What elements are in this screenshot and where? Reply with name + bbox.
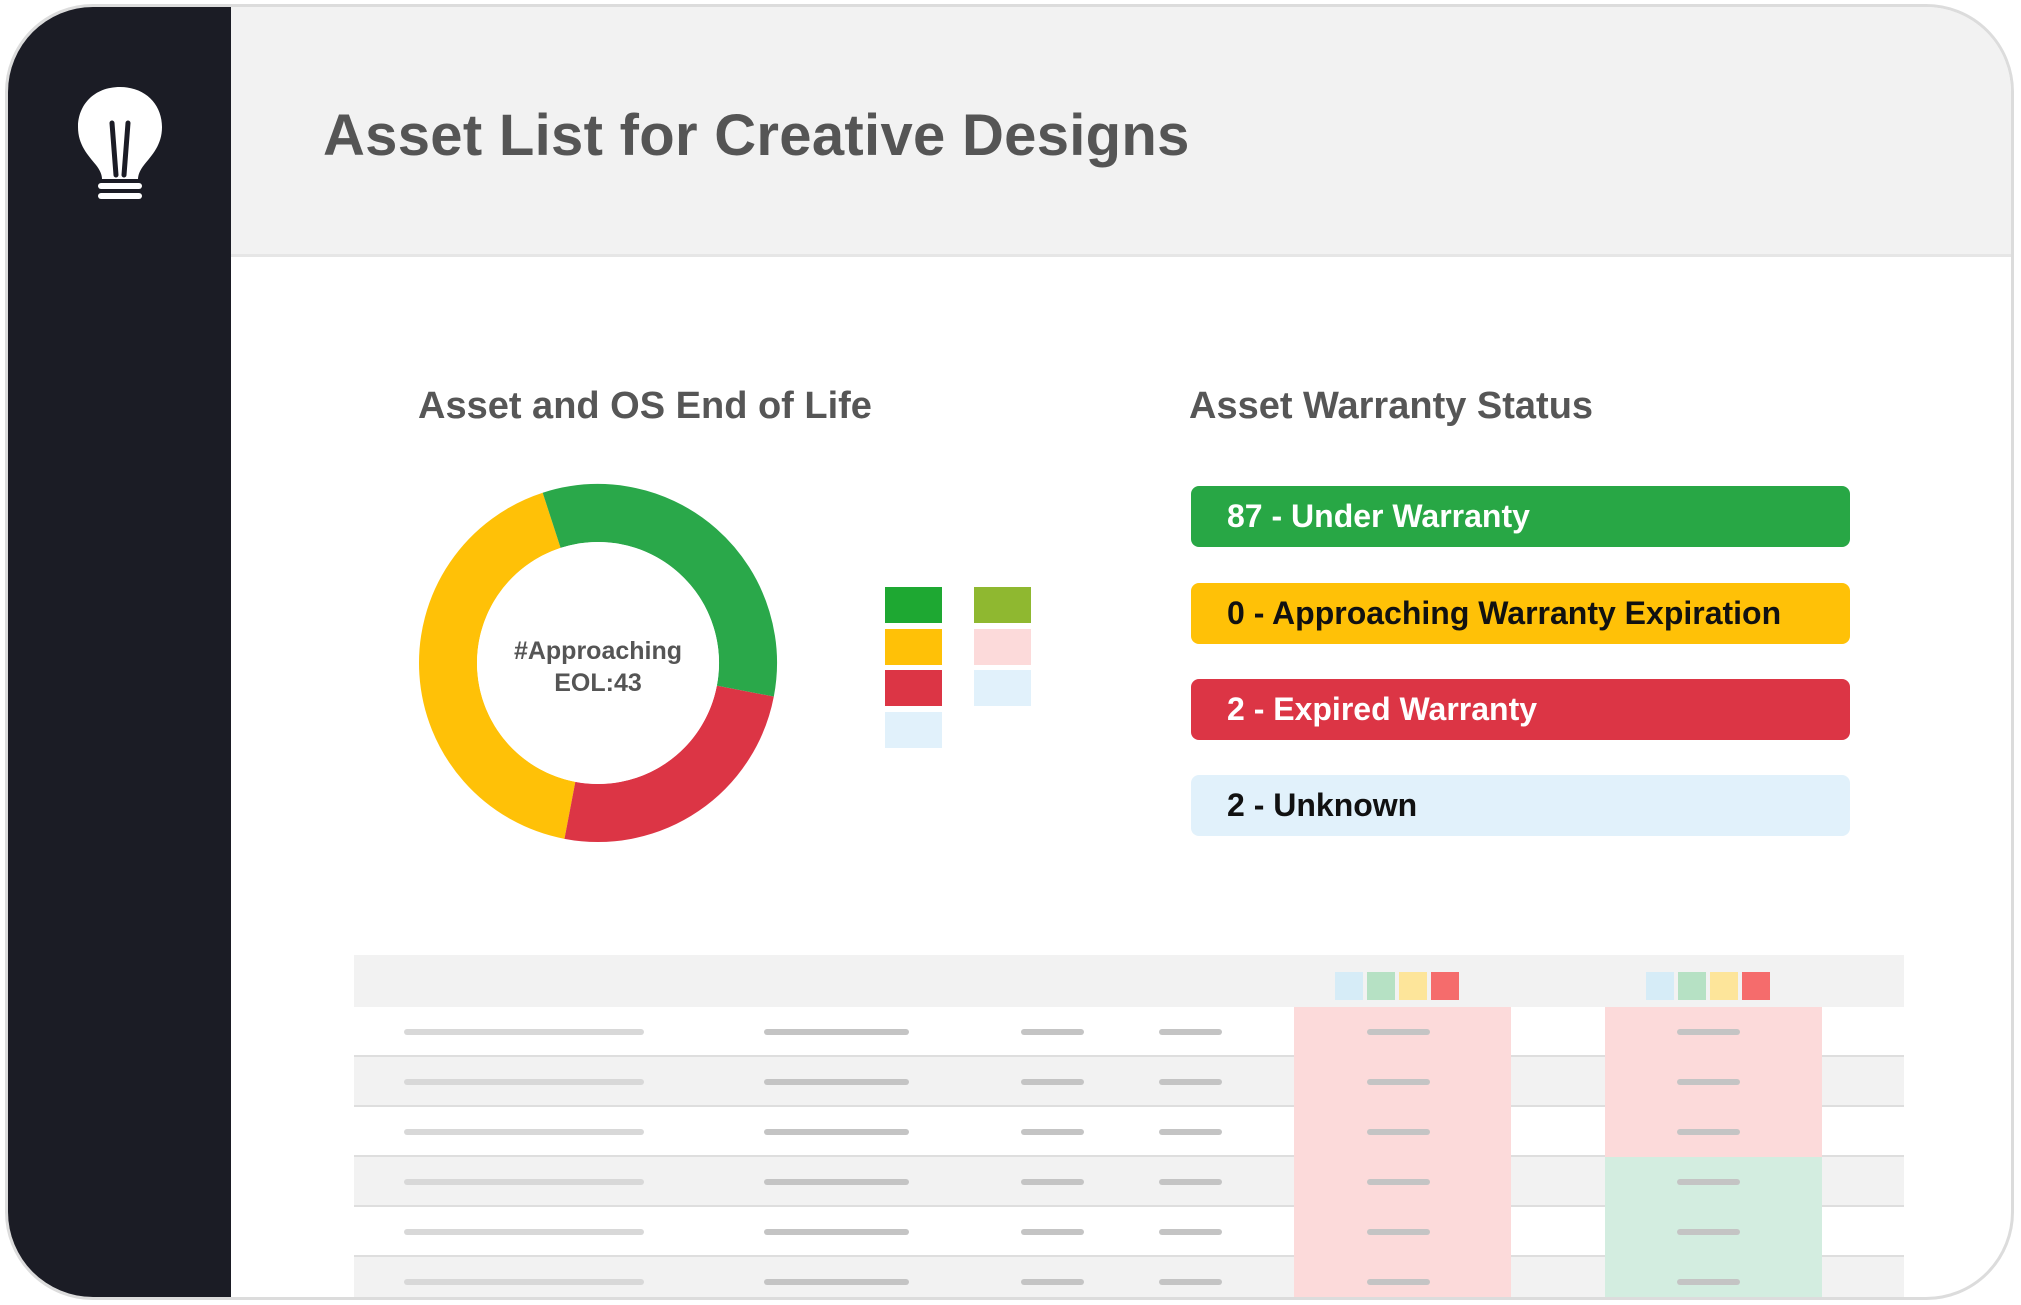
table-cell-placeholder	[404, 1029, 644, 1035]
table-cell-placeholder	[764, 1079, 909, 1085]
table-cell-placeholder	[1021, 1079, 1084, 1085]
table-cell-placeholder	[1159, 1279, 1222, 1285]
status-filter-swatch[interactable]	[1399, 972, 1427, 1000]
table-cell-placeholder	[764, 1279, 909, 1285]
app-window: Asset List for Creative Designs Asset an…	[5, 4, 2014, 1300]
legend-swatch	[885, 587, 942, 623]
status-filter-swatch[interactable]	[1335, 972, 1363, 1000]
legend-swatch	[974, 670, 1031, 706]
status-filter-swatch[interactable]	[1678, 972, 1706, 1000]
page-header: Asset List for Creative Designs	[231, 7, 2011, 257]
warranty-section-title: Asset Warranty Status	[1189, 385, 1594, 427]
status-filter-swatch[interactable]	[1742, 972, 1770, 1000]
table-cell-placeholder	[404, 1079, 644, 1085]
lightbulb-icon[interactable]	[72, 83, 168, 203]
table-cell-placeholder	[1677, 1029, 1740, 1035]
status-cell	[1605, 1257, 1822, 1297]
table-cell-placeholder	[1021, 1129, 1084, 1135]
table-cell-placeholder	[1367, 1179, 1430, 1185]
table-cell-placeholder	[1677, 1229, 1740, 1235]
table-cell-placeholder	[1367, 1029, 1430, 1035]
legend-swatch	[974, 629, 1031, 665]
legend-swatch	[885, 629, 942, 665]
table-header	[354, 955, 1904, 1007]
table-cell-placeholder	[1159, 1079, 1222, 1085]
eol-section-title: Asset and OS End of Life	[418, 385, 872, 427]
status-cell	[1294, 1257, 1511, 1297]
table-cell-placeholder	[1677, 1129, 1740, 1135]
donut-inner-background	[477, 542, 719, 784]
table-cell-placeholder	[1677, 1079, 1740, 1085]
legend-swatch	[974, 587, 1031, 623]
legend-swatch	[885, 712, 942, 748]
sidebar	[8, 7, 231, 1297]
table-cell-placeholder	[764, 1179, 909, 1185]
warranty-unknown-badge[interactable]: 2 - Unknown	[1191, 775, 1850, 836]
table-cell-placeholder	[1021, 1179, 1084, 1185]
legend-swatch	[885, 670, 942, 706]
table-row[interactable]	[354, 1207, 1904, 1257]
table-cell-placeholder	[1159, 1129, 1222, 1135]
table-cell-placeholder	[404, 1179, 644, 1185]
table-cell-placeholder	[404, 1229, 644, 1235]
table-cell-placeholder	[1367, 1279, 1430, 1285]
outer-ring-red-segment[interactable]	[564, 684, 774, 842]
status-filter-swatch[interactable]	[1710, 972, 1738, 1000]
table-cell-placeholder	[1021, 1279, 1084, 1285]
table-cell-placeholder	[764, 1229, 909, 1235]
table-cell-placeholder	[764, 1029, 909, 1035]
status-filter-swatch[interactable]	[1367, 972, 1395, 1000]
donut-center-value: EOL:43	[554, 669, 642, 697]
status-filter-swatch[interactable]	[1431, 972, 1459, 1000]
outer-ring-green-segment[interactable]	[542, 484, 777, 697]
warranty-approaching-expiration-badge[interactable]: 0 - Approaching Warranty Expiration	[1191, 583, 1850, 644]
table-cell-placeholder	[1159, 1179, 1222, 1185]
donut-center-label: #Approaching	[514, 637, 682, 665]
table-cell-placeholder	[1159, 1029, 1222, 1035]
table-cell-placeholder	[1677, 1179, 1740, 1185]
table-cell-placeholder	[1159, 1229, 1222, 1235]
page-title: Asset List for Creative Designs	[323, 103, 1190, 168]
table-cell-placeholder	[404, 1279, 644, 1285]
table-cell-placeholder	[1367, 1229, 1430, 1235]
table-cell-placeholder	[1367, 1079, 1430, 1085]
asset-table	[354, 955, 1904, 1297]
outer-ring-yellow-segment[interactable]	[419, 492, 576, 839]
eol-donut-chart[interactable]: #Approaching EOL:43	[418, 483, 778, 843]
table-cell-placeholder	[764, 1129, 909, 1135]
table-cell-placeholder	[1021, 1229, 1084, 1235]
warranty-under-warranty-badge[interactable]: 87 - Under Warranty	[1191, 486, 1850, 547]
status-filter-swatch[interactable]	[1646, 972, 1674, 1000]
table-cell-placeholder	[1367, 1129, 1430, 1135]
table-row[interactable]	[354, 1007, 1904, 1057]
table-cell-placeholder	[1021, 1029, 1084, 1035]
table-cell-placeholder	[404, 1129, 644, 1135]
table-row[interactable]	[354, 1107, 1904, 1157]
table-cell-placeholder	[1677, 1279, 1740, 1285]
warranty-expired-badge[interactable]: 2 - Expired Warranty	[1191, 679, 1850, 740]
